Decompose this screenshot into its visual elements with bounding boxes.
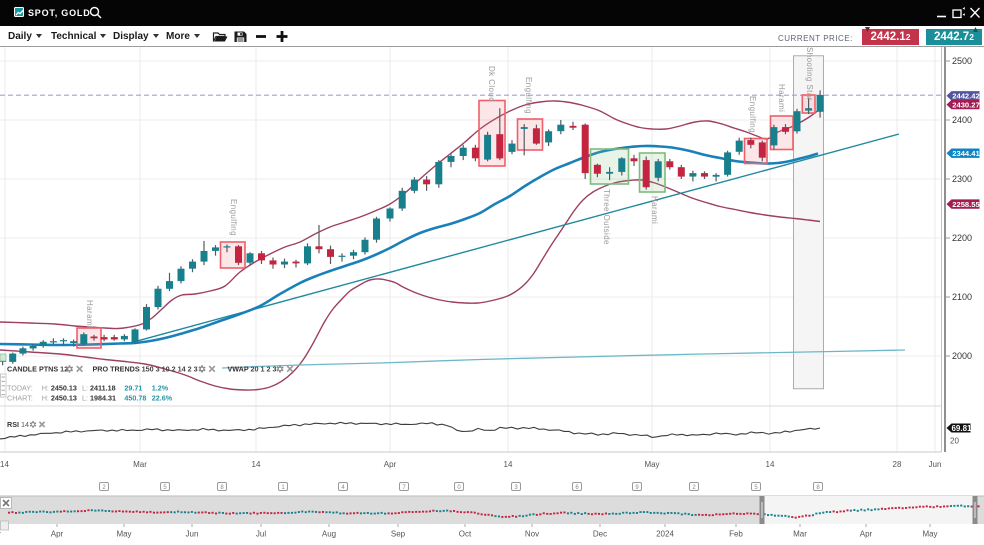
svg-text:Feb: Feb (729, 530, 743, 539)
svg-text:1.2%: 1.2% (152, 384, 169, 393)
svg-text:TODAY:: TODAY: (7, 384, 33, 393)
svg-text:2344.41: 2344.41 (952, 149, 980, 158)
svg-text:2100: 2100 (952, 292, 972, 302)
svg-text:5: 5 (754, 485, 758, 491)
svg-text:Mar: Mar (793, 530, 807, 539)
svg-text:20: 20 (950, 437, 959, 446)
svg-text:May: May (922, 530, 937, 539)
svg-text:CANDLE PTNS 12: CANDLE PTNS 12 (7, 365, 68, 374)
svg-text:L: 2411.18: L: 2411.18 (82, 384, 116, 393)
svg-text:2024: 2024 (656, 530, 674, 539)
svg-text:Jun: Jun (186, 530, 199, 539)
svg-text:Dec: Dec (593, 530, 607, 539)
svg-text:H: 2450.13: H: 2450.13 (42, 384, 77, 393)
svg-text:Apr: Apr (51, 530, 64, 539)
svg-text:2: 2 (102, 485, 106, 491)
svg-text:22.6%: 22.6% (152, 393, 173, 402)
svg-text:RSI 14: RSI 14 (7, 420, 29, 429)
svg-text:2000: 2000 (952, 351, 972, 361)
svg-text:Harami: Harami (85, 300, 94, 328)
svg-text:4: 4 (341, 485, 345, 491)
svg-text:Mar: Mar (133, 460, 147, 469)
svg-text:2500: 2500 (952, 56, 972, 66)
svg-text:Sep: Sep (391, 530, 406, 539)
svg-text:CHART:: CHART: (7, 393, 33, 402)
svg-text:2400: 2400 (952, 115, 972, 125)
svg-text:0: 0 (457, 485, 461, 491)
svg-text:14: 14 (0, 460, 9, 469)
svg-text:Harami: Harami (650, 196, 659, 224)
svg-text:Shooting Star: Shooting Star (805, 47, 814, 101)
svg-text:May: May (644, 460, 659, 469)
svg-text:3: 3 (514, 485, 518, 491)
svg-text:8: 8 (220, 485, 224, 491)
svg-text:Nov: Nov (525, 530, 539, 539)
svg-text:29.71: 29.71 (124, 384, 142, 393)
svg-text:Engulfing: Engulfing (524, 77, 533, 114)
svg-text:Harami: Harami (777, 84, 786, 112)
svg-text:VWAP 20 1 2 3: VWAP 20 1 2 3 (228, 365, 277, 374)
svg-text:Mar: Mar (0, 530, 1, 539)
svg-text:2430.27: 2430.27 (952, 101, 979, 110)
svg-text:PRO TRENDS 150 3 10 2 14 2 3 8: PRO TRENDS 150 3 10 2 14 2 3 8 (93, 365, 204, 374)
svg-text:Jul: Jul (256, 530, 266, 539)
svg-text:8: 8 (816, 485, 820, 491)
svg-text:Apr: Apr (860, 530, 873, 539)
svg-text:5: 5 (163, 485, 167, 491)
svg-text:Oct: Oct (459, 530, 472, 539)
svg-text:2: 2 (692, 485, 696, 491)
svg-text:Engulfing: Engulfing (748, 96, 757, 133)
svg-text:6: 6 (575, 485, 579, 491)
svg-text:Apr: Apr (384, 460, 397, 469)
svg-text:28: 28 (893, 460, 902, 469)
svg-text:7: 7 (402, 485, 406, 491)
svg-text:Three Outside: Three Outside (602, 189, 611, 245)
svg-text:2200: 2200 (952, 233, 972, 243)
svg-text:Dk Cloud: Dk Cloud (487, 66, 496, 102)
svg-text:450.78: 450.78 (124, 393, 146, 402)
svg-text:1: 1 (281, 485, 285, 491)
svg-text:14: 14 (252, 460, 261, 469)
svg-text:2442.42: 2442.42 (952, 92, 979, 101)
svg-text:May: May (116, 530, 131, 539)
svg-text:H: 2450.13: H: 2450.13 (42, 393, 77, 402)
svg-text:14: 14 (766, 460, 775, 469)
svg-text:14: 14 (504, 460, 513, 469)
svg-text:Jun: Jun (929, 460, 942, 469)
svg-text:2258.55: 2258.55 (952, 200, 980, 209)
svg-text:L: 1984.31: L: 1984.31 (82, 393, 116, 402)
svg-text:Aug: Aug (322, 530, 336, 539)
svg-text:Engulfing: Engulfing (229, 199, 238, 236)
svg-text:69.81: 69.81 (951, 424, 972, 433)
svg-text:9: 9 (635, 485, 639, 491)
svg-text:2300: 2300 (952, 174, 972, 184)
